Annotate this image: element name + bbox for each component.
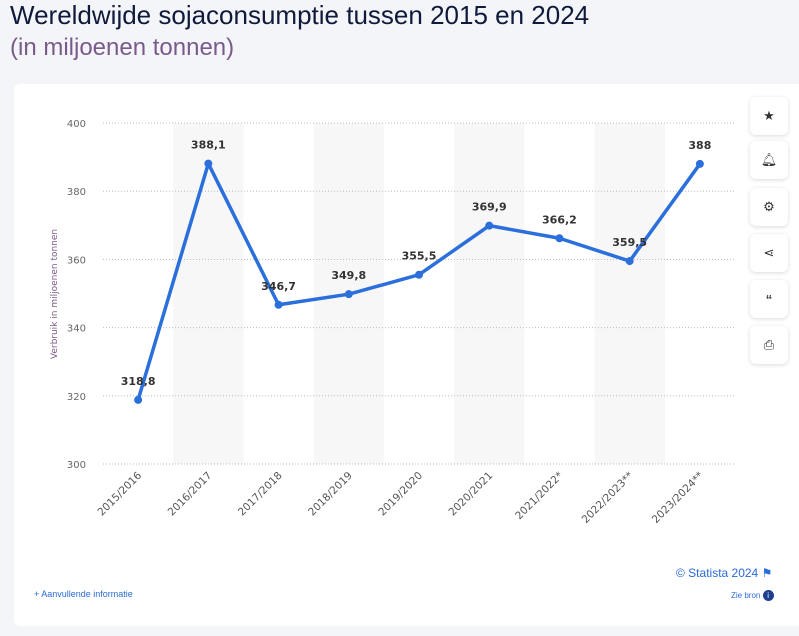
statista-credit[interactable]: © Statista 2024 ⚑ — [676, 566, 772, 580]
y-tick-label: 400 — [67, 119, 86, 130]
share-icon: ⋖ — [763, 245, 775, 260]
settings-button[interactable]: ⚙ — [750, 188, 788, 226]
x-tick-label: 2022/2023** — [580, 470, 636, 526]
page-title: Wereldwijde sojaconsumptie tussen 2015 e… — [10, 0, 590, 30]
y-tick-label: 300 — [67, 460, 86, 471]
page-subtitle: (in miljoenen tonnen) — [10, 34, 235, 61]
gear-icon: ⚙ — [763, 199, 775, 214]
data-label: 388,1 — [191, 139, 226, 152]
data-label: 346,7 — [261, 280, 296, 293]
data-label: 366,2 — [542, 213, 577, 226]
print-icon: ⎙ — [763, 337, 775, 352]
data-label: 359,5 — [612, 236, 647, 249]
data-label: 369,9 — [472, 201, 507, 214]
data-label: 388 — [688, 139, 711, 152]
data-point — [134, 395, 143, 404]
source-link[interactable]: Zie bron i — [731, 590, 774, 601]
x-tick-label: 2018/2019 — [306, 470, 355, 519]
star-icon: ★ — [763, 108, 775, 123]
y-tick-label: 360 — [67, 255, 86, 266]
x-tick-label: 2019/2020 — [376, 470, 425, 519]
data-label: 349,8 — [331, 269, 366, 282]
x-tick-label: 2017/2018 — [236, 470, 285, 519]
print-button[interactable]: ⎙ — [750, 326, 788, 364]
band — [454, 123, 525, 464]
flag-icon: ⚑ — [761, 566, 773, 580]
band — [173, 123, 244, 464]
data-point — [204, 159, 213, 168]
cite-button[interactable]: “ — [750, 280, 788, 318]
data-point — [555, 234, 564, 243]
y-tick-label: 320 — [67, 392, 86, 403]
data-point — [274, 300, 283, 309]
x-tick-label: 2020/2021 — [447, 470, 496, 519]
y-tick-label: 340 — [67, 324, 86, 335]
data-label: 355,5 — [402, 250, 437, 263]
x-tick-label: 2021/2022* — [513, 470, 565, 522]
data-point — [695, 159, 704, 168]
data-point — [625, 257, 634, 266]
band — [594, 123, 665, 464]
data-point — [415, 270, 423, 279]
x-tick-label: 2015/2016 — [95, 469, 144, 518]
more-info-link[interactable]: + Aanvullende informatie — [34, 589, 133, 599]
source-text: Zie bron — [731, 591, 761, 600]
data-point — [344, 290, 353, 299]
data-label: 318,8 — [121, 375, 156, 388]
info-icon: i — [762, 590, 774, 601]
credit-text: © Statista 2024 — [676, 566, 759, 580]
favorite-button[interactable]: ★ — [750, 97, 788, 135]
quote-icon: “ — [765, 291, 773, 307]
chart-card — [14, 84, 799, 626]
x-tick-label: 2016/2017 — [166, 470, 215, 519]
notification-button[interactable]: 🔔︎ — [750, 141, 788, 179]
x-tick-label: 2023/2024** — [650, 470, 706, 526]
y-tick-label: 380 — [67, 187, 86, 198]
share-button[interactable]: ⋖ — [750, 234, 788, 272]
y-axis-label: Verbruik in miljoenen tonnen — [50, 229, 60, 359]
data-point — [485, 221, 494, 230]
bell-icon: 🔔︎ — [760, 152, 778, 167]
